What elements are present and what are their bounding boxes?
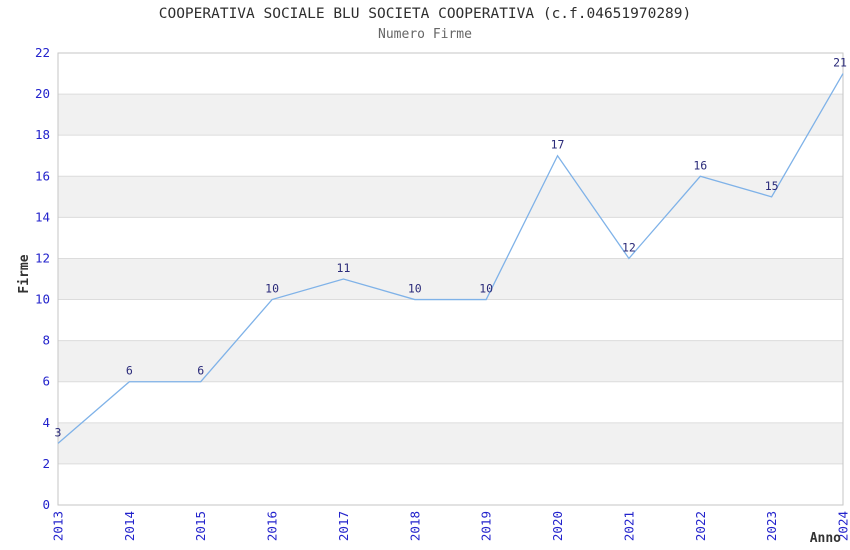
background-band <box>58 94 843 136</box>
background-band <box>58 258 843 300</box>
y-tick-label: 4 <box>42 415 50 430</box>
y-tick-label: 8 <box>42 333 50 348</box>
y-axis-title: Firme <box>17 254 32 293</box>
plot-border <box>57 52 844 506</box>
x-tick-label: 2014 <box>122 511 137 541</box>
x-tick-label: 2019 <box>479 511 494 541</box>
background-band <box>58 340 843 382</box>
y-tick-label: 12 <box>35 250 50 265</box>
y-tick-label: 0 <box>42 497 50 512</box>
data-line <box>57 73 844 444</box>
x-tick-label: 2015 <box>193 511 208 541</box>
point-label: 11 <box>337 261 351 275</box>
y-tick-label: 10 <box>35 292 50 307</box>
x-tick-label: 2022 <box>693 511 708 541</box>
point-label: 6 <box>126 364 133 378</box>
point-label: 21 <box>833 56 847 70</box>
x-tick-label: 2023 <box>764 511 779 541</box>
point-label: 17 <box>551 138 565 152</box>
point-label: 15 <box>765 179 779 193</box>
point-label: 10 <box>408 282 422 296</box>
point-label: 3 <box>55 425 62 439</box>
x-tick-label: 2013 <box>51 511 66 541</box>
y-tick-label: 14 <box>35 209 50 224</box>
x-tick-label: 2024 <box>836 511 850 541</box>
point-label: 6 <box>197 364 204 378</box>
point-label: 10 <box>265 282 279 296</box>
y-tick-label: 18 <box>35 127 50 142</box>
chart-title: COOPERATIVA SOCIALE BLU SOCIETA COOPERAT… <box>158 6 692 22</box>
chart-subtitle: Numero Firme <box>378 27 472 42</box>
x-tick-label: 2020 <box>550 511 565 541</box>
y-tick-label: 6 <box>42 374 50 389</box>
x-tick-label: 2018 <box>407 511 422 541</box>
point-label: 10 <box>479 282 493 296</box>
y-tick-label: 16 <box>35 168 50 183</box>
y-tick-label: 20 <box>35 86 50 101</box>
x-tick-label: 2017 <box>336 511 351 541</box>
background-band <box>58 422 843 464</box>
x-tick-label: 2016 <box>265 511 280 541</box>
x-tick-label: 2021 <box>621 511 636 541</box>
point-label: 12 <box>622 240 636 254</box>
y-tick-label: 2 <box>42 456 50 471</box>
y-tick-label: 22 <box>35 45 50 60</box>
x-axis-title: Anno <box>810 531 841 546</box>
point-label: 16 <box>693 158 707 172</box>
background-band <box>58 176 843 218</box>
